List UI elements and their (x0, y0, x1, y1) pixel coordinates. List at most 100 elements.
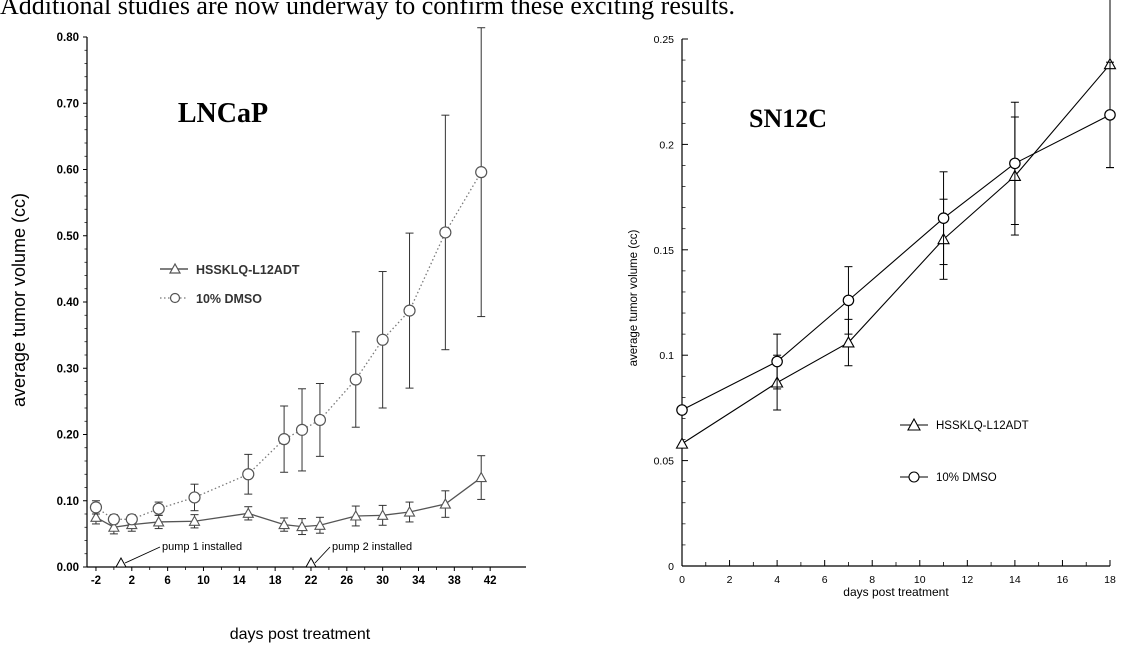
lncap-series-hssklq-l12adt-point (242, 507, 255, 518)
lncap-series-hssklq-l12adt-point (376, 509, 389, 520)
lncap-series-10-dmso-point (242, 468, 255, 481)
pump1-arrow-line (124, 546, 161, 564)
lncap-series-10-dmso-point (89, 501, 103, 514)
sn12c-y-tick-label: 0.05 (654, 456, 675, 468)
sn12c-x-tick-label: 4 (774, 574, 780, 586)
lncap-y-tick-label: 0.70 (57, 98, 79, 110)
sn12c-x-tick-label: 12 (961, 574, 973, 586)
sn12c-y-tick-label: 0.25 (654, 34, 675, 46)
sn12c-series-10-dmso-point (1104, 109, 1116, 121)
lncap-series-10-dmso-point (125, 513, 138, 526)
sn12c-x-tick-label: 14 (1009, 574, 1021, 586)
lncap-series-10-dmso-point (475, 166, 488, 179)
pump2-label: pump 2 installed (332, 541, 412, 553)
lncap-series-hssklq-l12adt-point (188, 515, 201, 526)
sn12c-series-10-dmso-point (842, 294, 855, 307)
sn12c-legend-entry-hssklq: HSSKLQ-L12ADT (900, 417, 1029, 432)
chart-lncap: -2 2 6 10 14 18 22 26 30 34 38 42 0.000.100.200.300… (9, 27, 526, 643)
lncap-y-tick-label: 0.10 (57, 496, 79, 508)
lncap-legend-circle-icon (169, 292, 181, 304)
sn12c-legend: HSSKLQ-L12ADT 10% DMSO (900, 417, 1029, 484)
lncap-plot-area (89, 27, 488, 536)
sn12c-x-tick-label: 18 (1104, 574, 1116, 586)
lncap-series-hssklq-l12adt-point (314, 519, 326, 530)
sn12c-y-ticks: 0 0.05 0.1 0.15 0.2 0.25 (654, 34, 688, 573)
lncap-series-hssklq-l12adt-point (439, 497, 452, 509)
lncap-series-10-dmso (89, 27, 488, 526)
lncap-x-tick-label: 26 (340, 575, 353, 587)
lncap-y-ticks: 0.00 0.10 0.20 0.30 0.40 0.50 0.60 0.70 0.80 (57, 32, 87, 574)
lncap-legend-entry-dmso: 10% DMSO (160, 292, 262, 306)
sn12c-y-tick-label: 0.1 (659, 350, 674, 362)
lncap-x-tick-label: 10 (197, 575, 210, 587)
lncap-x-tick-label: 22 (305, 575, 318, 587)
lncap-series-10-dmso-point (313, 413, 327, 427)
sn12c-series-10-dmso-point (1009, 157, 1021, 170)
lncap-chart-title: LNCaP (178, 98, 268, 129)
sn12c-plot-area (675, 0, 1117, 449)
lncap-series-10-dmso-point (188, 491, 201, 504)
lncap-series-hssklq-l12adt-point (475, 471, 488, 483)
sn12c-series-10-dmso-point (771, 355, 783, 368)
sn12c-y-tick-label: 0.15 (654, 245, 675, 257)
lncap-y-tick-label: 0.00 (57, 562, 79, 574)
lncap-legend-label-dmso: 10% DMSO (196, 292, 262, 306)
lncap-x-ticks: -2 2 6 10 14 18 22 26 30 34 38 42 (91, 567, 497, 587)
lncap-x-tick-label: 18 (269, 575, 282, 587)
pump1-label: pump 1 installed (162, 541, 242, 553)
sn12c-legend-circle-icon (908, 471, 920, 483)
sn12c-x-tick-label: 0 (679, 574, 685, 586)
lncap-x-tick-label: -2 (91, 575, 101, 587)
lncap-series-10-dmso-point (349, 373, 362, 386)
lncap-y-tick-label: 0.60 (57, 165, 79, 177)
lncap-series-hssklq-l12adt-point (278, 518, 291, 530)
sn12c-chart-title: SN12C (749, 104, 827, 133)
sn12c-series-hssklq-l12adt-line (681, 63, 1111, 445)
sn12c-legend-entry-dmso: 10% DMSO (900, 471, 997, 484)
lncap-series-hssklq-l12adt (90, 455, 488, 536)
lncap-y-tick-label: 0.80 (57, 32, 79, 44)
caption-text: Additional studies are now underway to c… (0, 0, 736, 20)
sn12c-x-tick-label: 8 (869, 574, 875, 586)
sn12c-x-tick-label: 6 (822, 574, 828, 586)
lncap-series-10-dmso-point (376, 333, 389, 346)
lncap-y-tick-label: 0.30 (57, 363, 79, 375)
lncap-series-10-dmso-line (95, 171, 482, 520)
sn12c-y-tick-label: 0.2 (659, 139, 674, 151)
sn12c-legend-label-hssklq: HSSKLQ-L12ADT (936, 420, 1029, 432)
sn12c-x-tick-label: 2 (727, 574, 733, 586)
sn12c-series-10-dmso-point (676, 404, 688, 416)
sn12c-x-tick-label: 10 (914, 574, 926, 586)
sn12c-x-ticks: 0 2 4 6 8 10 12 14 16 18 (679, 560, 1116, 586)
lncap-series-10-dmso-point (107, 513, 120, 526)
sn12c-x-tick-label: 16 (1057, 574, 1069, 586)
lncap-series-hssklq-l12adt-point (90, 511, 102, 522)
lncap-series-hssklq-l12adt-point (403, 505, 416, 517)
sn12c-series-10-dmso-point (937, 212, 950, 224)
lncap-series-10-dmso-point (152, 502, 165, 515)
lncap-x-tick-label: 2 (129, 575, 135, 587)
lncap-x-tick-label: 38 (448, 575, 461, 587)
pump2-triangle-icon (305, 556, 317, 568)
lncap-x-tick-label: 6 (164, 575, 170, 587)
sn12c-y-axis-label: average tumor volume (cc) (628, 229, 640, 366)
pump1-triangle-icon (115, 556, 127, 568)
chart-sn12c: 0 2 4 6 8 10 12 14 16 18 0 0.05 0.1 0.15 0.2 0.25 SN12… (628, 0, 1117, 599)
lncap-series-10-dmso-point (403, 304, 416, 317)
sn12c-x-axis-label: days post treatment (843, 585, 949, 599)
lncap-legend-entry-hssklq: HSSKLQ-L12ADT (160, 262, 300, 277)
lncap-legend-triangle-icon (168, 262, 182, 274)
pump2-arrow-line (314, 546, 331, 564)
lncap-y-axis-label: average tumor volume (cc) (9, 193, 29, 407)
lncap-series-hssklq-l12adt-line (95, 477, 482, 528)
lncap-annotation-pump1: pump 1 installed (115, 541, 242, 568)
lncap-axes (86, 37, 526, 568)
lncap-legend-label-hssklq: HSSKLQ-L12ADT (196, 263, 300, 277)
sn12c-series-hssklq-l12adt-point (675, 437, 689, 449)
sn12c-series-hssklq-l12adt (675, 0, 1117, 449)
lncap-y-tick-label: 0.20 (57, 430, 79, 442)
lncap-series-hssklq-l12adt-point (349, 509, 362, 521)
lncap-series-hssklq-l12adt-point (296, 520, 308, 532)
lncap-series-hssklq-l12adt-point (152, 515, 165, 527)
